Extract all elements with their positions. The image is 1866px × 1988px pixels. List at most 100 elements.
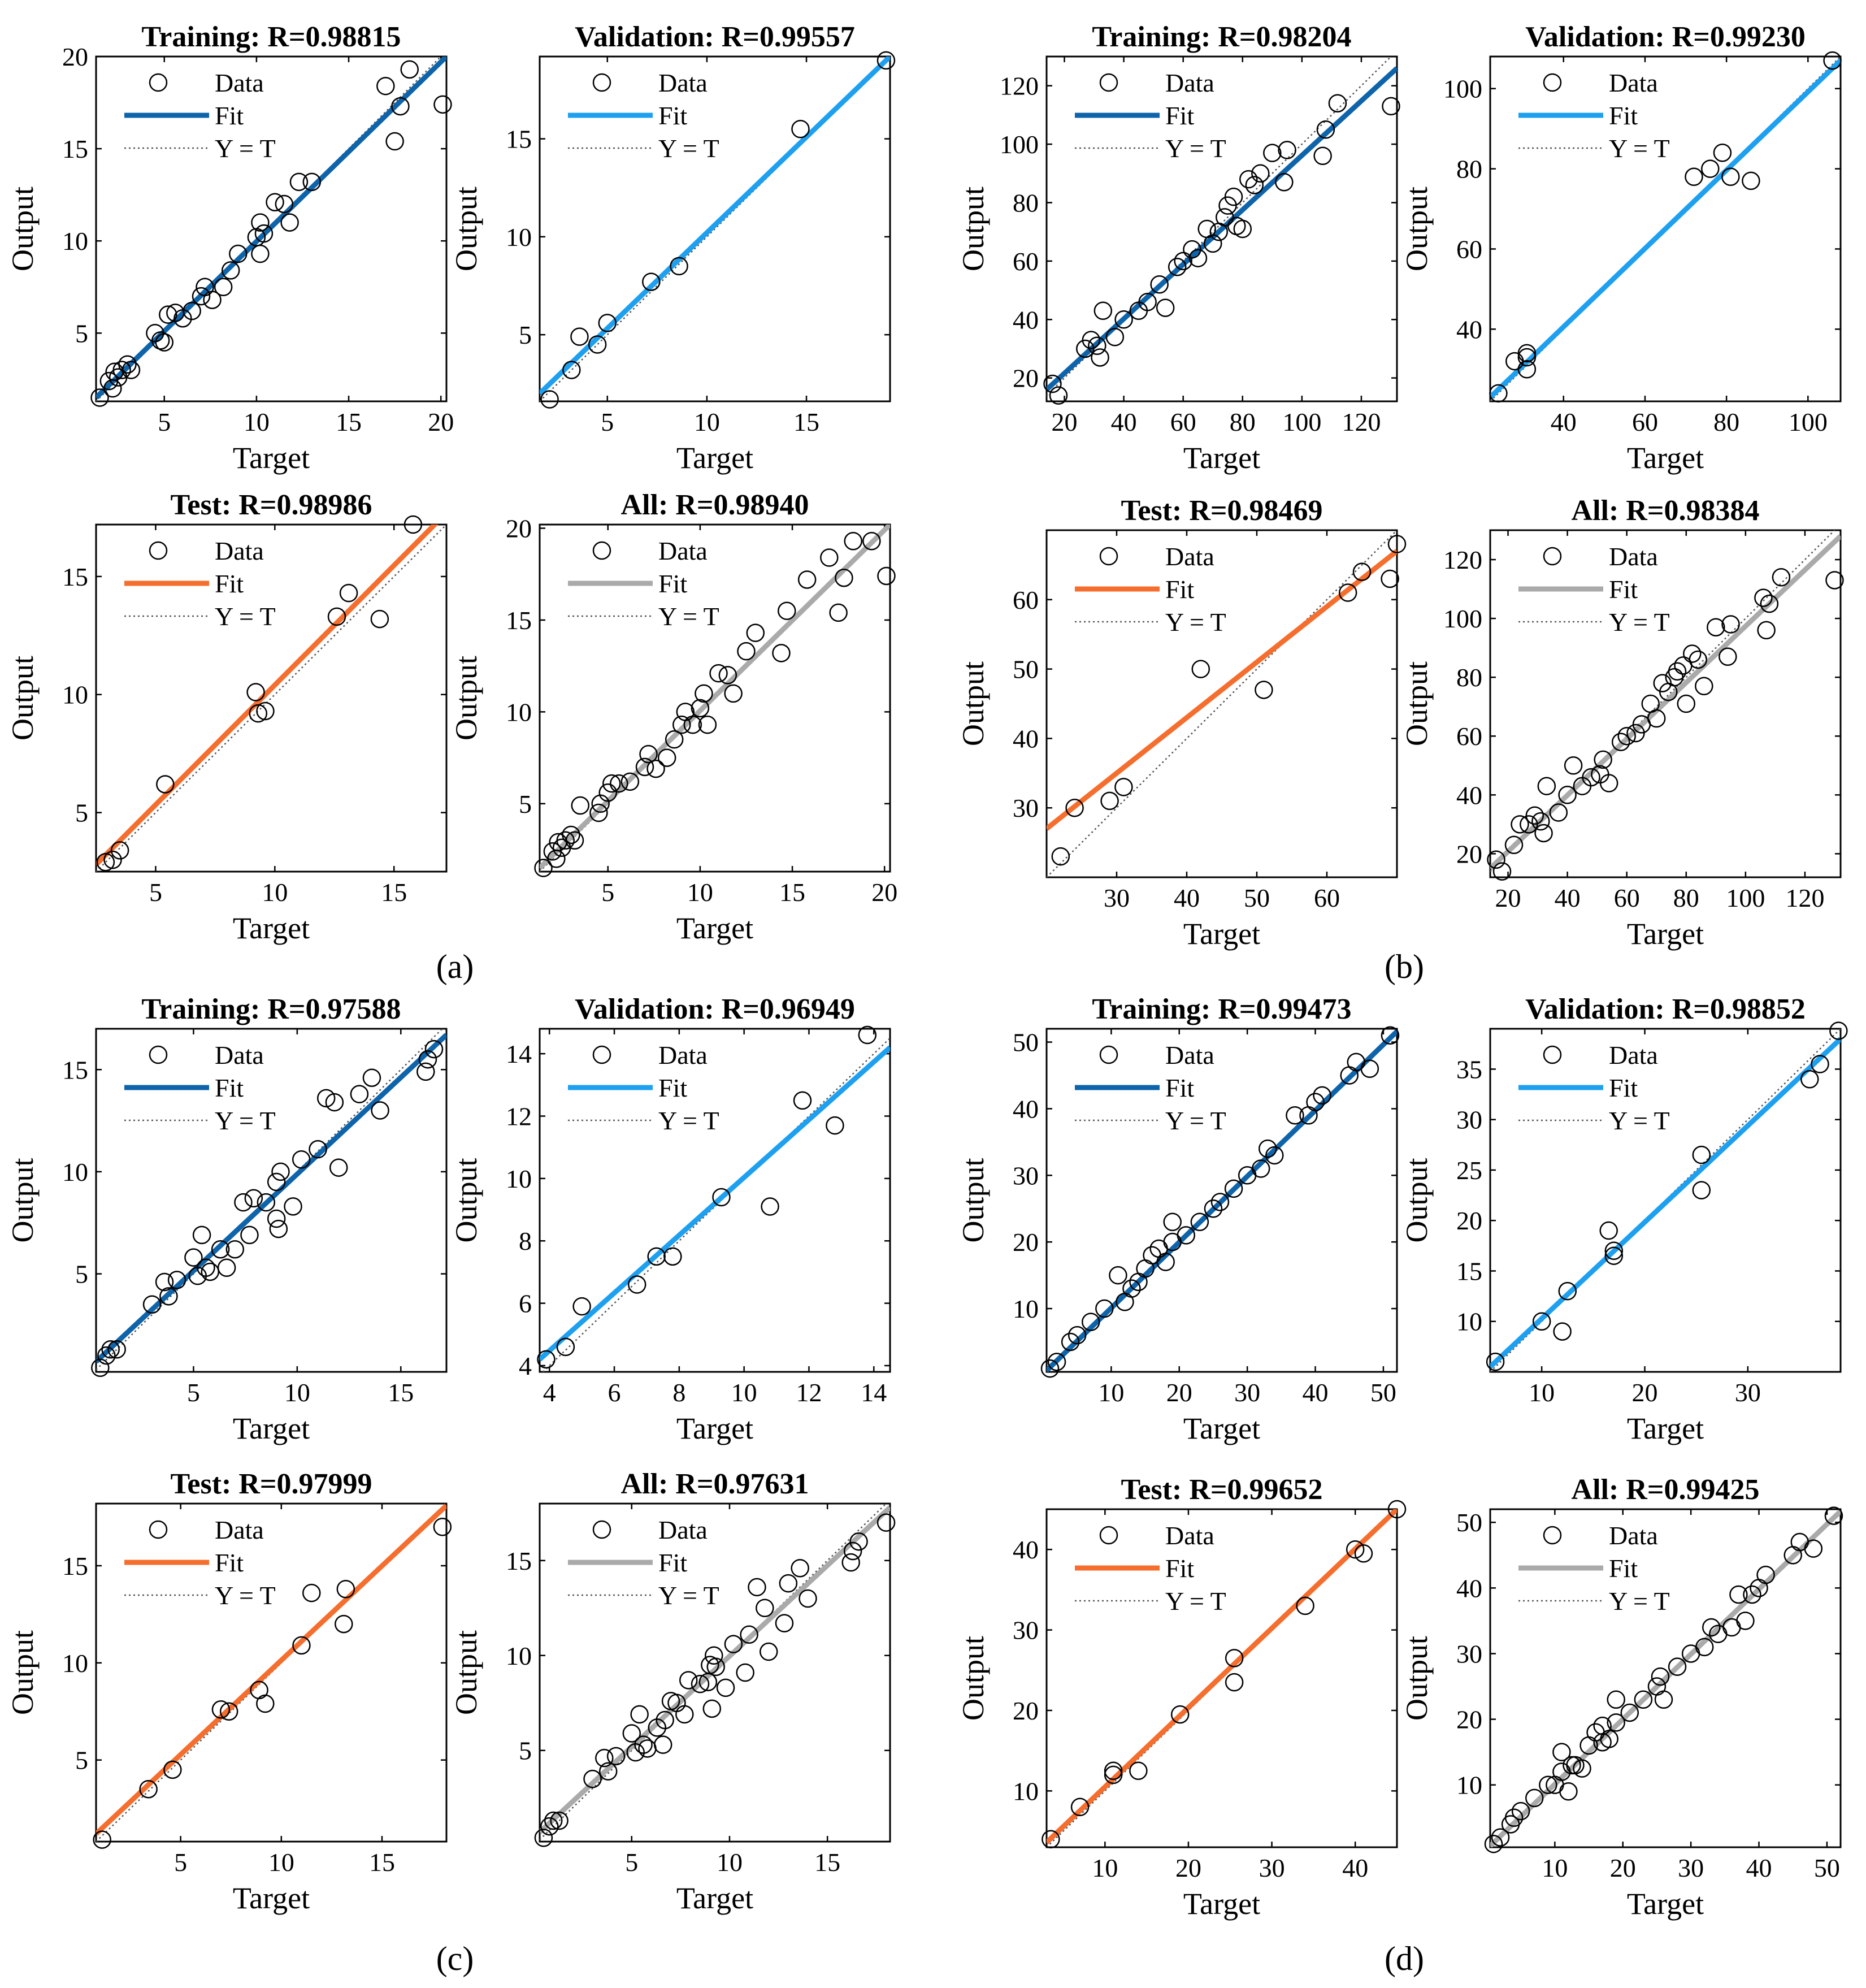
legend-data-label: Data: [658, 68, 708, 97]
data-point: [698, 715, 717, 734]
data-point: [537, 1350, 556, 1369]
data-point: [110, 841, 129, 860]
fit-line: [540, 57, 890, 396]
panel-label-a: (a): [436, 948, 474, 985]
data-point: [562, 361, 581, 379]
legend-data-label: Data: [1609, 1041, 1658, 1069]
data-point: [565, 831, 584, 850]
y-tick-label: 15: [506, 125, 532, 154]
data-point: [1668, 662, 1687, 681]
data-point: [570, 327, 589, 346]
x-tick-label: 60: [1170, 408, 1196, 436]
data-point: [665, 730, 684, 749]
data-point: [1531, 812, 1550, 831]
data-point: [705, 1646, 723, 1665]
data-point: [772, 644, 791, 662]
data-point: [1360, 1059, 1379, 1078]
data-point: [1756, 1565, 1775, 1584]
data-point: [335, 1614, 353, 1634]
x-tick-label: 60: [1314, 883, 1340, 912]
x-tick-label: 15: [388, 1378, 414, 1407]
data-point: [336, 1579, 355, 1599]
fit-line: [96, 57, 446, 400]
data-point: [267, 1209, 286, 1228]
data-point: [1150, 275, 1169, 294]
data-point: [748, 1578, 766, 1597]
plot-area: [1490, 1029, 1841, 1372]
data-point: [269, 1219, 288, 1238]
data-point: [1188, 249, 1208, 267]
y-tick-label: 50: [1013, 655, 1039, 684]
plot-b-validation: Validation: R=0.99230 40 60 80 100 40 60 80 100 T…: [1400, 21, 1842, 475]
data-point: [1381, 569, 1399, 588]
data-point: [1104, 1761, 1123, 1780]
y-tick-label: 5: [75, 799, 88, 828]
data-point: [1824, 1506, 1843, 1525]
data-point: [1534, 824, 1553, 843]
y-axis-label: Output: [449, 1158, 483, 1242]
data-point: [433, 1517, 452, 1536]
data-point: [1525, 806, 1544, 825]
y-tick-label: 50: [1013, 1028, 1039, 1057]
legend-fit-label: Fit: [215, 1073, 244, 1102]
data-point: [740, 1625, 758, 1644]
data-point: [1316, 120, 1335, 139]
data-point: [657, 748, 676, 767]
legend-data-marker: [1099, 1526, 1118, 1545]
data-point: [675, 1705, 694, 1724]
x-tick-label: 10: [1092, 1853, 1118, 1882]
data-point: [622, 1724, 641, 1743]
x-tick-label: 50: [1814, 1853, 1840, 1882]
legend-fit-label: Fit: [1165, 575, 1194, 604]
data-point: [156, 775, 175, 794]
data-point: [595, 1748, 614, 1768]
data-point: [267, 1172, 286, 1192]
data-point: [173, 309, 192, 328]
x-tick-label: 15: [369, 1848, 395, 1877]
legend-data-marker: [592, 1045, 611, 1064]
x-tick-label: 20: [1632, 1378, 1658, 1407]
x-tick-label: 100: [1726, 883, 1765, 912]
legend-data-marker: [1099, 547, 1118, 566]
legend-data-label: Data: [1165, 1521, 1214, 1550]
y-axis-label: Output: [1400, 1158, 1434, 1242]
data-point: [244, 1189, 263, 1208]
x-tick-label: 20: [1175, 1853, 1201, 1882]
data-point: [217, 1258, 236, 1277]
data-point: [1811, 1055, 1829, 1073]
data-point: [271, 1162, 290, 1181]
data-point: [556, 831, 575, 850]
legend-data-marker: [592, 1520, 611, 1539]
data-point: [672, 715, 691, 734]
y-tick-label: 15: [506, 606, 532, 635]
legend-data-marker: [149, 1045, 168, 1064]
fit-line: [1490, 534, 1841, 870]
y-tick-label: 80: [1456, 663, 1482, 692]
data-point: [97, 1346, 116, 1365]
y-tick-label: 10: [1456, 1307, 1482, 1336]
data-point: [1617, 726, 1636, 746]
data-point: [229, 244, 248, 263]
data-point: [1558, 786, 1577, 804]
y-axis-label: Output: [1400, 661, 1434, 746]
data-point: [1504, 1808, 1524, 1827]
data-point: [630, 1705, 649, 1724]
plot-d-validation: Validation: R=0.98852 10 20 30 10 15 20 25 30 35 T…: [1400, 993, 1848, 1445]
data-point: [184, 1248, 203, 1267]
y-tick-label: 6: [519, 1289, 532, 1318]
legend-ident-label: Y = T: [215, 1581, 276, 1610]
x-tick-label: 10: [687, 878, 713, 907]
data-point: [598, 314, 617, 332]
data-point: [1702, 1618, 1721, 1637]
y-tick-label: 10: [62, 1649, 88, 1678]
data-point: [1489, 384, 1508, 403]
legend-ident-label: Y = T: [1165, 608, 1226, 636]
data-point: [1736, 1612, 1755, 1630]
plot-title: Training: R=0.98815: [141, 21, 401, 53]
data-point: [1051, 847, 1070, 866]
data-point: [1163, 1212, 1182, 1232]
fit-line: [1490, 58, 1841, 400]
legend-ident-label: Y = T: [658, 602, 719, 631]
plot-title: All: R=0.99425: [1572, 1474, 1760, 1506]
plot-c-training: Training: R=0.97588 5 10 15 5 10 15 Target Outpu…: [6, 993, 448, 1445]
